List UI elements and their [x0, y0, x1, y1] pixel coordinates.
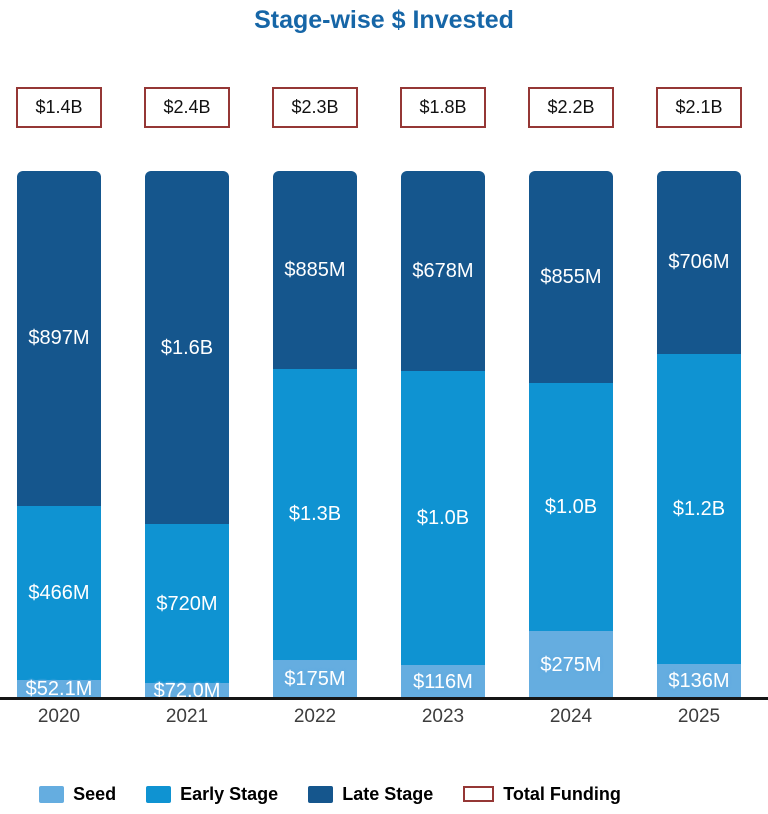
- bar-segment-late-stage: $706M: [657, 171, 741, 354]
- legend-swatch-total-funding: [463, 786, 495, 802]
- segment-value-label: $885M: [284, 259, 346, 281]
- legend-label: Seed: [73, 783, 117, 804]
- x-axis-labels-row: 2020 2021 2022 2023 2024 2025: [0, 706, 763, 728]
- total-funding-box: $2.1B: [656, 87, 742, 128]
- segment-value-label: $52.1M: [25, 678, 93, 699]
- total-funding-box: $1.8B: [400, 87, 486, 128]
- stacked-bar-2021: $1.6B $720M $72.0M: [145, 171, 229, 699]
- bar-segment-early-stage: $1.2B: [657, 353, 741, 664]
- segment-value-label: $1.3B: [288, 503, 342, 526]
- legend-item-late-stage: Late Stage: [308, 784, 433, 805]
- bar-segment-late-stage: $897M: [17, 171, 101, 506]
- bar-segment-early-stage: $1.0B: [401, 370, 485, 665]
- x-axis-label-2021: 2021: [165, 706, 209, 727]
- total-funding-box: $1.4B: [16, 87, 102, 128]
- legend-item-seed: Seed: [39, 784, 116, 805]
- x-axis-label-2020: 2020: [37, 706, 81, 727]
- bar-segment-early-stage: $720M: [145, 524, 229, 684]
- segment-value-label: $706M: [668, 251, 730, 274]
- segment-value-label: $720M: [156, 592, 218, 615]
- segment-value-label: $1.2B: [672, 497, 726, 520]
- legend-item-early-stage: Early Stage: [146, 784, 278, 805]
- total-funding-box: $2.4B: [144, 87, 230, 128]
- bar-cell-2020: $897M $466M $52.1M: [0, 171, 123, 699]
- x-axis-label-2023: 2023: [421, 706, 465, 727]
- bar-segment-early-stage: $1.0B: [529, 382, 613, 631]
- segment-value-label: $1.0B: [544, 495, 598, 518]
- total-funding-cell: $2.1B: [635, 87, 763, 128]
- segment-value-label: $1.0B: [416, 506, 470, 529]
- segment-value-label: $136M: [668, 670, 730, 693]
- bar-segment-early-stage: $1.3B: [273, 369, 357, 660]
- segment-value-label: $275M: [540, 653, 602, 676]
- legend-label: Total Funding: [503, 783, 621, 804]
- bar-segment-late-stage: $855M: [529, 171, 613, 383]
- bars-row: $897M $466M $52.1M $1.6B $720M $72.0M $885M $1.…: [0, 171, 763, 699]
- legend: Seed Early Stage Late Stage Total Funding: [0, 783, 660, 805]
- segment-value-label: $116M: [413, 670, 473, 693]
- segment-value-label: $466M: [28, 581, 90, 604]
- legend-swatch-early-stage: [146, 785, 172, 803]
- total-funding-cell: $1.8B: [379, 87, 507, 128]
- x-axis-label-2025: 2025: [677, 706, 721, 727]
- segment-value-label: $72.0M: [153, 680, 221, 699]
- total-funding-cell: $1.4B: [0, 87, 123, 128]
- total-funding-cell: $2.4B: [123, 87, 251, 128]
- bar-segment-seed: $175M: [273, 659, 357, 699]
- bar-segment-late-stage: $678M: [401, 171, 485, 371]
- legend-swatch-late-stage: [308, 785, 334, 803]
- x-axis-label-2024: 2024: [549, 706, 593, 727]
- bar-cell-2023: $678M $1.0B $116M: [379, 171, 507, 699]
- total-funding-box: $2.3B: [272, 87, 358, 128]
- bar-segment-seed: $136M: [657, 663, 741, 699]
- total-funding-box: $2.2B: [528, 87, 614, 128]
- total-funding-cell: $2.2B: [507, 87, 635, 128]
- total-funding-row: $1.4B $2.4B $2.3B $1.8B $2.2B $2.1B: [0, 87, 763, 128]
- stacked-bar-2022: $885M $1.3B $175M: [273, 171, 357, 699]
- segment-value-label: $897M: [28, 327, 90, 350]
- bar-segment-seed: $116M: [401, 664, 485, 699]
- x-axis-line: [0, 697, 768, 700]
- segment-value-label: $678M: [412, 259, 474, 282]
- bar-cell-2021: $1.6B $720M $72.0M: [123, 171, 251, 699]
- bar-cell-2024: $855M $1.0B $275M: [507, 171, 635, 699]
- bar-segment-late-stage: $885M: [273, 171, 357, 369]
- legend-item-total-funding: Total Funding: [463, 784, 621, 805]
- stacked-bar-2024: $855M $1.0B $275M: [529, 171, 613, 699]
- total-funding-cell: $2.3B: [251, 87, 379, 128]
- legend-label: Late Stage: [342, 783, 434, 804]
- stacked-bar-2023: $678M $1.0B $116M: [401, 171, 485, 699]
- segment-value-label: $175M: [284, 668, 346, 691]
- bar-cell-2025: $706M $1.2B $136M: [635, 171, 763, 699]
- bar-segment-early-stage: $466M: [17, 505, 101, 680]
- segment-value-label: $1.6B: [160, 336, 214, 359]
- chart-title: Stage-wise $ Invested: [254, 6, 514, 34]
- bar-cell-2022: $885M $1.3B $175M: [251, 171, 379, 699]
- bar-segment-seed: $72.0M: [145, 680, 229, 699]
- legend-swatch-seed: [39, 785, 65, 803]
- bar-segment-seed: $52.1M: [17, 678, 101, 699]
- segment-value-label: $855M: [540, 265, 602, 288]
- stacked-bar-2020: $897M $466M $52.1M: [17, 171, 101, 699]
- bar-segment-seed: $275M: [529, 630, 613, 699]
- legend-label: Early Stage: [180, 783, 279, 804]
- stacked-bar-2025: $706M $1.2B $136M: [657, 171, 741, 699]
- bar-segment-late-stage: $1.6B: [145, 171, 229, 525]
- x-axis-label-2022: 2022: [293, 706, 337, 727]
